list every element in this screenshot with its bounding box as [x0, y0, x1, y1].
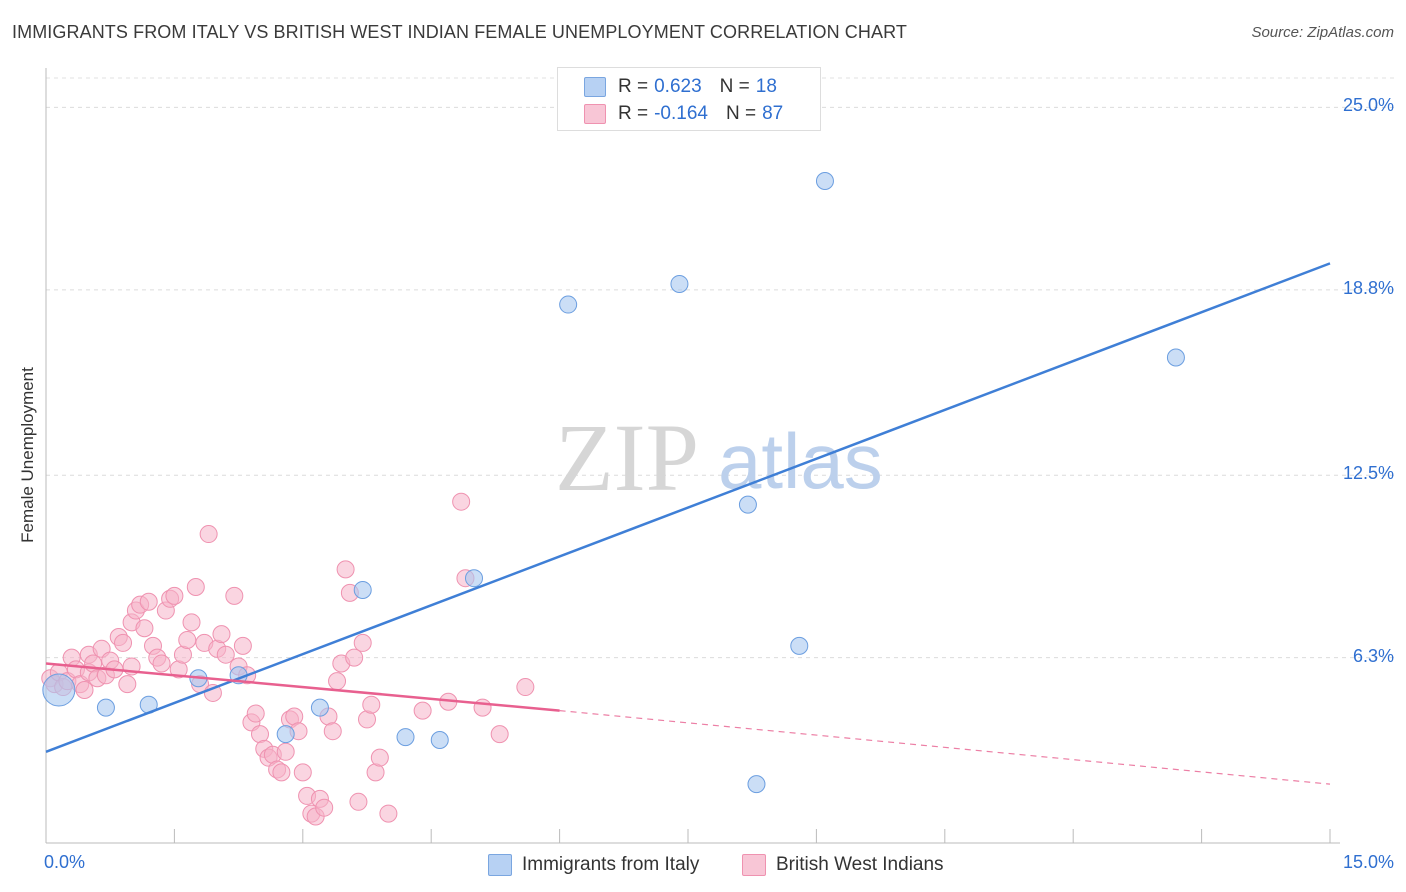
- data-point-bwi: [139, 592, 158, 611]
- data-point-bwi: [118, 675, 137, 694]
- data-point-bwi: [353, 633, 372, 652]
- data-point-italy: [276, 725, 295, 744]
- data-point-bwi: [349, 792, 368, 811]
- x-tick-min: 0.0%: [44, 852, 86, 872]
- legend-row-italy: R = 0.623 N = 18: [584, 74, 777, 100]
- watermark-atlas: atlas: [718, 417, 883, 505]
- source-label: Source: ZipAtlas.com: [1251, 24, 1394, 41]
- data-point-bwi: [186, 578, 205, 597]
- data-point-italy: [96, 698, 115, 717]
- y-tick-label: 12.5%: [1342, 463, 1394, 484]
- data-point-bwi: [199, 525, 218, 544]
- bottom-swatch-italy: [488, 854, 512, 876]
- trend-lines: [45, 262, 1331, 785]
- grid-lines: [46, 77, 1394, 659]
- legend-row-bwi: R = -0.164 N = 87: [584, 101, 783, 127]
- data-point-italy: [747, 775, 766, 794]
- correlation-legend: R = 0.623 N = 18 R = -0.164 N = 87: [557, 67, 821, 131]
- chart-title: IMMIGRANTS FROM ITALY VS BRITISH WEST IN…: [12, 22, 907, 42]
- legend-n-value: 18: [755, 76, 777, 97]
- data-point-bwi: [225, 586, 244, 605]
- data-point-italy: [310, 698, 329, 717]
- bottom-legend-label-italy: Immigrants from Italy: [522, 854, 700, 875]
- y-tick-label: 18.8%: [1342, 277, 1394, 298]
- data-point-italy: [815, 171, 834, 190]
- legend-n-label: N =: [719, 76, 750, 97]
- data-point-italy: [1166, 348, 1185, 367]
- series-immigrants-from-italy: [42, 171, 1185, 794]
- data-point-bwi: [293, 763, 312, 782]
- data-point-bwi: [75, 681, 94, 699]
- data-point-bwi: [216, 645, 235, 664]
- data-point-italy: [353, 580, 372, 599]
- legend-n-label: N =: [725, 103, 757, 124]
- y-tick-label: 25.0%: [1342, 95, 1394, 116]
- legend-swatch-italy: [584, 77, 606, 97]
- data-point-bwi: [135, 619, 154, 638]
- data-point-bwi: [516, 678, 535, 697]
- data-point-bwi: [490, 725, 509, 744]
- bottom-swatch-bwi: [742, 854, 766, 876]
- data-point-italy: [559, 295, 578, 314]
- data-point-italy: [430, 731, 449, 750]
- x-tick-max: 15.0%: [1342, 852, 1394, 872]
- data-point-bwi: [212, 625, 231, 644]
- data-point-bwi: [165, 586, 184, 605]
- data-point-bwi: [345, 648, 364, 667]
- data-point-bwi: [336, 560, 355, 579]
- data-point-italy: [670, 274, 689, 293]
- legend-n-value: 87: [762, 103, 784, 124]
- data-point-bwi: [315, 798, 334, 817]
- data-point-italy: [396, 728, 415, 747]
- legend-r-value: 0.623: [654, 76, 702, 97]
- data-point-bwi: [362, 695, 381, 714]
- y-axis-label: Female Unemployment: [18, 367, 37, 543]
- data-point-bwi: [114, 633, 133, 652]
- data-point-bwi: [452, 492, 471, 511]
- data-point-italy: [465, 569, 483, 588]
- legend-r-value: -0.164: [654, 103, 708, 124]
- data-point-bwi: [370, 748, 389, 767]
- data-point-bwi: [276, 742, 295, 761]
- bottom-legend-italy: Immigrants from Italy: [488, 852, 699, 878]
- trend-line-bwi-extension: [559, 709, 1331, 785]
- legend-swatch-bwi: [584, 104, 606, 124]
- data-point-bwi: [272, 763, 291, 782]
- data-point-bwi: [233, 636, 252, 655]
- bottom-legend-label-bwi: British West Indians: [776, 854, 944, 875]
- data-point-bwi: [413, 701, 432, 720]
- data-point-bwi: [323, 722, 342, 741]
- axes: [45, 68, 1340, 844]
- data-point-italy: [42, 673, 76, 707]
- y-tick-label: 6.3%: [1352, 645, 1394, 666]
- data-point-bwi: [152, 654, 171, 673]
- bottom-legend-bwi: British West Indians: [742, 852, 944, 878]
- data-point-italy: [738, 495, 757, 514]
- data-point-bwi: [379, 804, 398, 823]
- data-point-bwi: [246, 704, 265, 723]
- data-point-bwi: [178, 630, 197, 649]
- data-point-bwi: [328, 672, 347, 691]
- data-point-bwi: [182, 613, 201, 632]
- watermark-zip: ZIP: [555, 404, 699, 511]
- data-point-bwi: [473, 698, 492, 717]
- legend-r-label: R =: [618, 76, 649, 97]
- legend-r-label: R =: [618, 103, 649, 124]
- data-point-italy: [790, 636, 809, 655]
- trend-line-italy: [45, 262, 1331, 753]
- trend-line-bwi: [45, 662, 560, 712]
